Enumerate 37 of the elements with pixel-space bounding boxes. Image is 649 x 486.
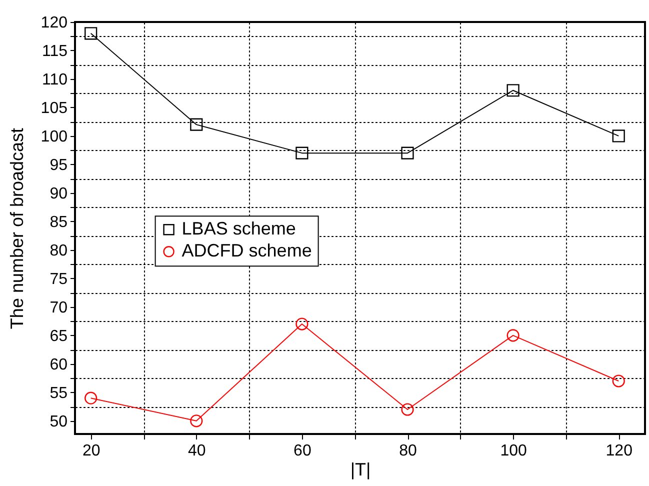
x-tick-label: 20 bbox=[82, 442, 100, 460]
point bbox=[506, 329, 520, 342]
point bbox=[190, 414, 203, 428]
point bbox=[296, 146, 308, 160]
point bbox=[190, 118, 203, 131]
y-tick-label: 60 bbox=[50, 356, 68, 374]
x-tick-label: 60 bbox=[294, 442, 312, 460]
point bbox=[506, 84, 520, 97]
y-tick-label: 80 bbox=[50, 242, 68, 260]
y-tick-label: 110 bbox=[42, 71, 68, 88]
point bbox=[401, 146, 414, 160]
y-tick-label: 65 bbox=[50, 328, 68, 345]
point bbox=[296, 318, 308, 330]
y-tick-label: 100 bbox=[40, 128, 68, 146]
x-tick-label: 100 bbox=[500, 442, 527, 460]
legend-label: LBAS scheme bbox=[182, 218, 296, 239]
y-tick-label: 50 bbox=[50, 413, 68, 430]
legend-label: ADCFD scheme bbox=[182, 240, 312, 261]
y-axis-title: The number of broadcast bbox=[6, 128, 27, 330]
y-tick-label: 115 bbox=[42, 42, 68, 60]
point bbox=[401, 403, 414, 416]
y-tick-label: 95 bbox=[50, 156, 68, 174]
y-tick-label: 75 bbox=[50, 270, 68, 288]
y-tick-label: 55 bbox=[50, 384, 68, 402]
point bbox=[84, 27, 98, 40]
x-tick-label: 120 bbox=[606, 442, 633, 460]
point bbox=[84, 392, 98, 404]
y-tick-label: 70 bbox=[50, 299, 68, 316]
y-tick-label: 90 bbox=[50, 185, 68, 202]
x-axis-title: |T| bbox=[350, 460, 371, 480]
x-tick-label: 40 bbox=[188, 442, 206, 460]
y-tick-label: 105 bbox=[40, 100, 68, 117]
y-tick-label: 120 bbox=[40, 14, 68, 32]
point bbox=[612, 374, 625, 388]
x-tick-label: 80 bbox=[399, 442, 417, 460]
y-tick-label: 85 bbox=[50, 214, 68, 231]
point bbox=[612, 130, 625, 142]
